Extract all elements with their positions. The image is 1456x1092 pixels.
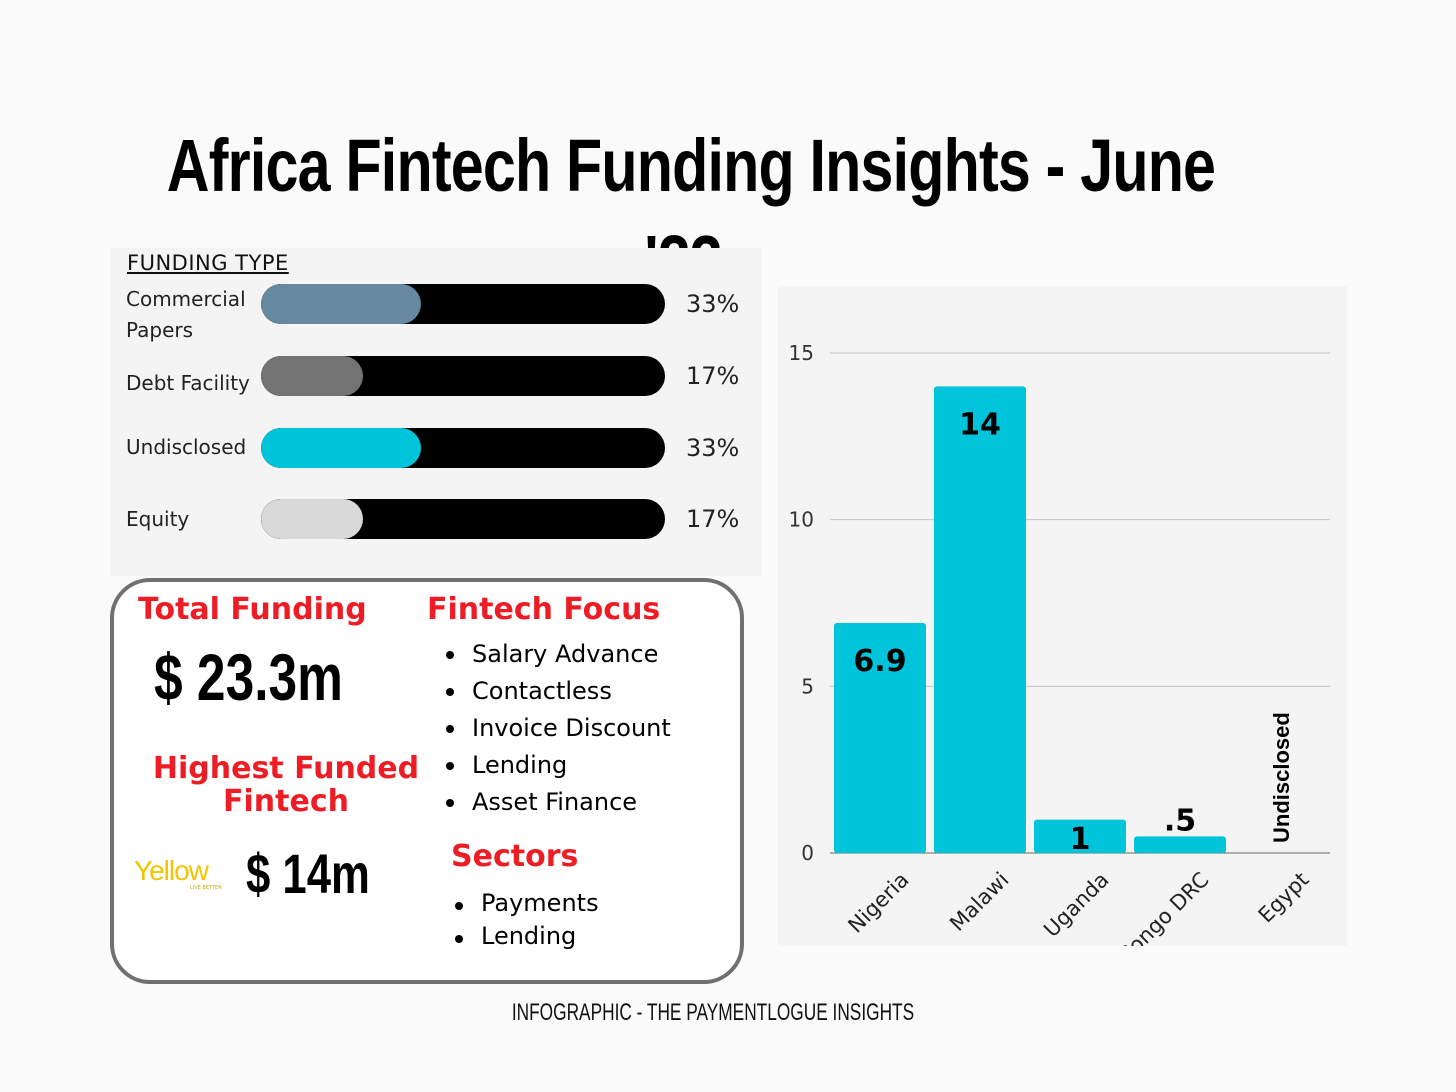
funding-bar-track [261,356,665,396]
highest-funded-heading: Highest Funded Fintech [138,752,434,818]
y-tick-label: 5 [801,674,814,698]
yellow-logo-word: Yellow [134,855,209,886]
funding-row-commercial-papers: Commercial Papers 33% [110,284,762,344]
funding-percent: 33% [686,290,740,318]
data-label: 14 [959,407,1001,442]
list-item: Asset Finance [442,784,671,821]
bar [1034,819,1126,853]
funding-bar-fill [261,499,363,539]
summary-card: Total Funding $ 23.3m Highest Funded Fin… [110,578,744,984]
list-item: Salary Advance [442,636,671,673]
list-item: Lending [442,747,671,784]
x-tick-label: Malawi [945,868,1013,936]
funding-percent: 17% [686,362,740,390]
yellow-logo: Yellow LIVE BETTER [134,854,226,894]
funding-bar-fill [261,356,363,396]
bar-chart-svg: 0 5 10 15 6.9 Nigeria 14 Malawi 1 Uganda .5 Congo D… [789,341,1330,946]
highest-funded-heading-line2: Fintech [223,784,349,819]
data-label: 6.9 [853,644,906,679]
funding-row-undisclosed: Undisclosed 33% [110,428,762,488]
x-tick-label: Uganda [1039,868,1113,942]
x-tick-label: Congo DRC [1113,868,1213,946]
data-label: .5 [1164,803,1196,838]
data-label: 1 [1070,822,1091,857]
funding-row-label: Debt Facility [126,368,266,399]
funding-bar-track [261,499,665,539]
funding-row-equity: Equity 17% [110,499,762,559]
fintech-focus-heading: Fintech Focus [427,592,661,627]
bar [834,623,926,853]
funding-row-label: Undisclosed [126,432,266,463]
y-tick-label: 15 [789,341,814,365]
bar [934,386,1026,853]
funding-type-heading: FUNDING TYPE [127,251,289,275]
funding-bar-fill [261,284,422,324]
list-item: Payments [451,887,599,920]
funding-row-label-line1: Debt Facility [126,371,250,395]
total-funding-heading: Total Funding [138,592,367,627]
funding-row-label-line1: Commercial [126,287,246,311]
sectors-list: Payments Lending [451,887,599,953]
highest-funded-heading-line1: Highest Funded [152,751,420,786]
country-funding-chart: 0 5 10 15 6.9 Nigeria 14 Malawi 1 Uganda .5 Congo D… [778,286,1347,946]
list-item: Lending [451,920,599,953]
funding-row-label-line2: Papers [126,318,194,342]
list-item: Invoice Discount [442,710,671,747]
funding-bar-track [261,284,665,324]
funding-row-label: Equity [126,504,266,535]
highest-funded-value: $ 14m [246,842,370,905]
list-item: Contactless [442,673,671,710]
funding-row-label-line1: Equity [126,507,190,531]
funding-row-label: Commercial Papers [126,284,266,346]
fintech-focus-list: Salary Advance Contactless Invoice Disco… [442,636,671,821]
funding-bar-fill [261,428,422,468]
data-label: Undisclosed [1269,712,1294,843]
funding-row-debt-facility: Debt Facility 17% [110,356,762,416]
x-tick-label: Nigeria [843,868,913,938]
funding-percent: 33% [686,434,740,462]
funding-percent: 17% [686,505,740,533]
yellow-logo-tagline: LIVE BETTER [190,885,222,891]
funding-type-panel: FUNDING TYPE Commercial Papers 33% Debt … [110,248,762,576]
funding-row-label-line1: Undisclosed [126,435,247,459]
y-tick-label: 0 [801,841,814,865]
x-tick-label: Egypt [1254,868,1314,928]
total-funding-value: $ 23.3m [154,640,343,714]
funding-bar-track [261,428,665,468]
y-tick-label: 10 [789,508,814,532]
sectors-heading: Sectors [451,839,579,874]
bar [1134,836,1226,853]
footer-credit: INFOGRAPHIC - THE PAYMENTLOGUE INSIGHTS [511,999,915,1026]
